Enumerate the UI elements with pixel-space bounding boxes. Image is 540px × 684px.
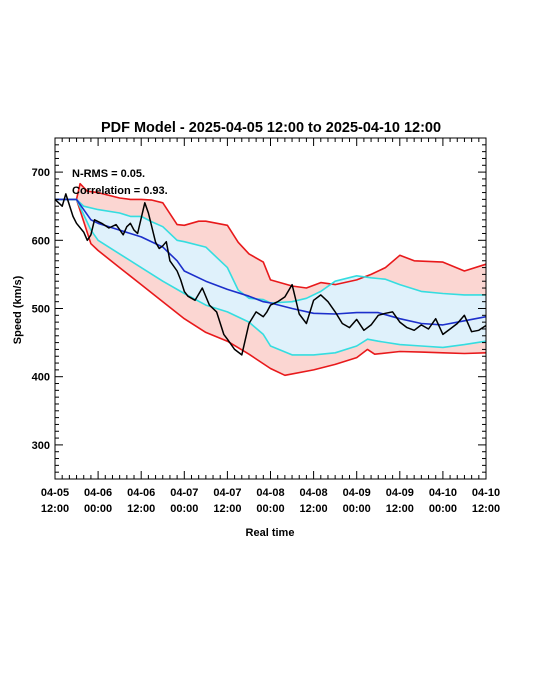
x-tick-time: 12:00 xyxy=(472,503,500,515)
series-outer-upper-line xyxy=(55,182,487,289)
x-tick-time: 12:00 xyxy=(213,503,241,515)
x-tick-date: 04-08 xyxy=(300,487,328,499)
y-axis-label: Speed (km/s) xyxy=(12,275,24,344)
x-tick-time: 00:00 xyxy=(84,503,112,515)
annotation-correlation: Correlation = 0.93. xyxy=(72,185,168,197)
x-tick-time: 00:00 xyxy=(343,503,371,515)
x-tick-date: 04-10 xyxy=(429,487,457,499)
x-tick-date: 04-08 xyxy=(256,487,284,499)
y-tick-label: 700 xyxy=(32,167,50,179)
x-tick-date: 04-07 xyxy=(213,487,241,499)
x-tick-date: 04-06 xyxy=(84,487,112,499)
x-tick-time: 00:00 xyxy=(256,503,284,515)
y-tick-label: 300 xyxy=(32,440,50,452)
x-tick-time: 00:00 xyxy=(170,503,198,515)
series-observed-line xyxy=(54,193,487,356)
series-lines xyxy=(54,182,487,377)
x-axis-label: Real time xyxy=(246,527,295,539)
x-tick-time: 00:00 xyxy=(429,503,457,515)
y-axis: 300 400 500 600 700 xyxy=(32,137,486,480)
annotation-nrms: N-RMS = 0.05. xyxy=(72,168,145,180)
series-outer-lower-line xyxy=(55,198,487,377)
x-tick-date: 04-06 xyxy=(127,487,155,499)
y-tick-label: 400 xyxy=(32,372,50,384)
x-tick-date: 04-05 xyxy=(41,487,69,499)
series-inner-upper-line xyxy=(55,198,486,304)
series-inner-lower-line xyxy=(55,198,487,356)
chart-title: PDF Model - 2025-04-05 12:00 to 2025-04-… xyxy=(101,120,441,136)
x-tick-time: 12:00 xyxy=(41,503,69,515)
x-tick-date: 04-09 xyxy=(386,487,414,499)
x-tick-date: 04-07 xyxy=(170,487,198,499)
x-tick-time: 12:00 xyxy=(127,503,155,515)
x-tick-date: 04-10 xyxy=(472,487,500,499)
x-tick-date: 04-09 xyxy=(343,487,371,499)
x-axis: 04-05 12:00 04-06 00:00 04-06 12:00 04-07 00:00… xyxy=(41,138,500,515)
x-tick-time: 12:00 xyxy=(300,503,328,515)
y-tick-label: 600 xyxy=(32,235,50,247)
y-tick-label: 500 xyxy=(32,304,50,316)
x-tick-time: 12:00 xyxy=(386,503,414,515)
